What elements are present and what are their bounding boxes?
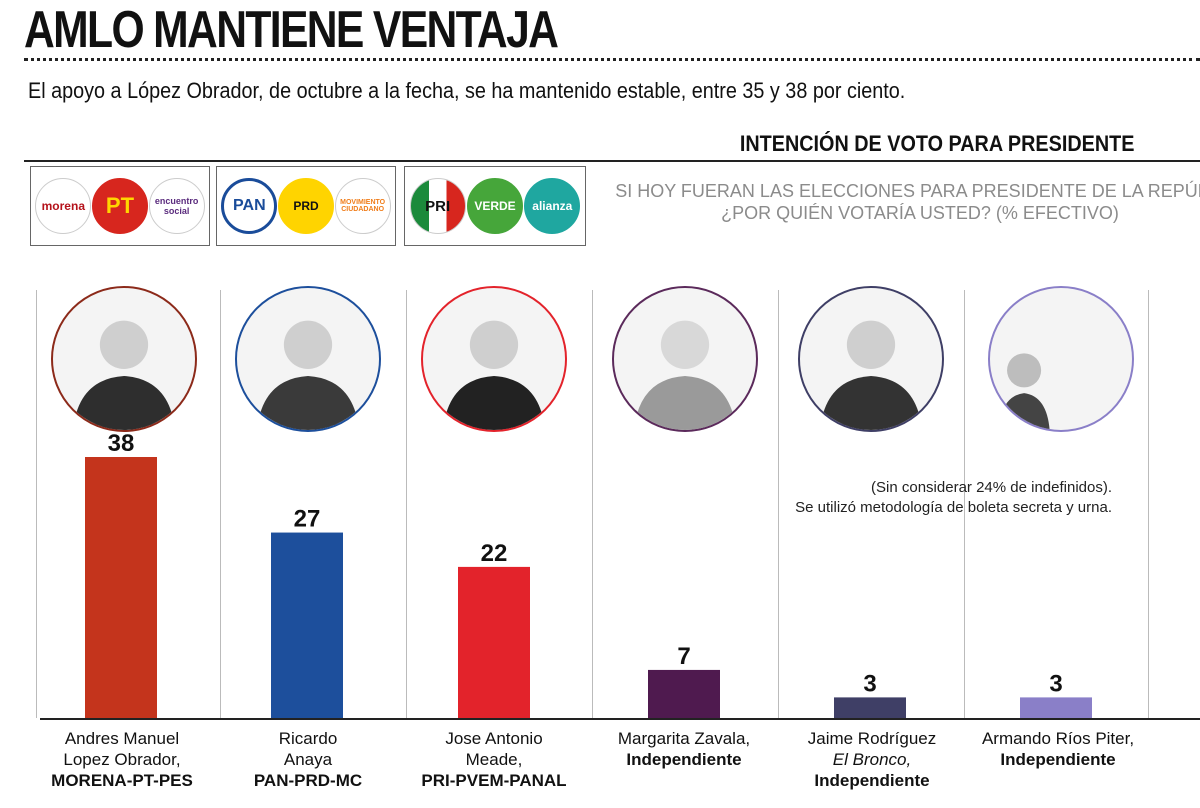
person-icon [72,320,176,430]
bar-meade [458,566,530,718]
person-icon [819,320,923,430]
candidate-name: El Bronco, [832,750,912,769]
subheadline: El apoyo a López Obrador, de octubre a l… [28,78,906,103]
bar-value-label: 38 [108,430,135,457]
bronco-portrait [798,286,944,432]
chart-baseline [40,718,1200,720]
logo-box-morena-pt-pes: morena PT encuentro social [30,166,210,246]
bar-value-label: 22 [481,540,508,567]
candidate-label: Margarita Zavala, Independiente [594,728,774,770]
column-separator [592,290,593,718]
section-title: INTENCIÓN DE VOTO PARA PRESIDENTE [739,131,1134,156]
survey-question: SI HOY FUERAN LAS ELECCIONES PARA PRESID… [600,180,1200,224]
candidate-name: Jaime Rodríguez [807,729,937,748]
candidate-name: Meade, [465,750,523,769]
person-icon [633,320,737,430]
note-line-1: (Sin considerar 24% de indefinidos). [871,479,1112,496]
meade-portrait [421,286,567,432]
bar-amlo [85,457,157,718]
nueva-alianza-logo: alianza [524,178,581,234]
zavala-portrait [612,286,758,432]
candidate-party: Independiente [814,771,930,790]
morena-logo: morena [35,178,92,234]
candidate-name: Margarita Zavala, [617,729,751,748]
person-icon [256,320,360,430]
headline: AMLO MANTIENE VENTAJA [24,1,559,59]
bar-value-label: 27 [294,506,321,533]
bar-zavala [648,669,720,718]
encuentro-social-logo: encuentro social [148,178,205,234]
bar-rios [1020,697,1092,718]
candidate-name: Andres Manuel [64,729,180,748]
rios-piter-portrait [988,286,1134,432]
candidate-label: Andres Manuel Lopez Obrador, MORENA-PT-P… [32,728,212,791]
bar-value-label: 7 [677,643,690,670]
prd-logo: PRD [277,178,334,234]
amlo-portrait [51,286,197,432]
bar-value-label: 3 [1049,670,1062,697]
candidate-name: Lopez Obrador, [63,750,181,769]
methodology-note: (Sin considerar 24% de indefinidos). Se … [795,478,1112,518]
question-line-2: ¿POR QUIÉN VOTARÍA USTED? (% EFECTIVO) [721,203,1119,223]
question-line-1: SI HOY FUERAN LAS ELECCIONES PARA PRESID… [615,181,1200,201]
pri-logo: PRI [409,178,466,234]
candidate-party: PRI-PVEM-PANAL [421,771,567,790]
column-separator [36,290,37,718]
note-line-2: Se utilizó metodología de boleta secreta… [795,499,1112,516]
candidate-label: Jaime Rodríguez El Bronco, Independiente [782,728,962,791]
candidate-party: Independiente [626,750,742,769]
logo-box-pan-prd-mc: PAN PRD MOVIMIENTO CIUDADANO [216,166,396,246]
candidate-label: Jose Antonio Meade, PRI-PVEM-PANAL [404,728,584,791]
column-separator [1148,290,1149,718]
candidate-name: Ricardo [278,729,338,748]
candidate-label: Armando Ríos Piter, Independiente [968,728,1148,770]
pan-logo: PAN [221,178,278,234]
candidate-name: Anaya [283,750,333,769]
pt-logo: PT [91,178,148,234]
bar-anaya [271,532,343,718]
candidate-party: PAN-PRD-MC [253,771,363,790]
candidate-name: Jose Antonio [445,729,543,748]
verde-logo: VERDE [466,178,523,234]
person-icon [442,320,546,430]
movimiento-ciudadano-logo: MOVIMIENTO CIUDADANO [334,178,391,234]
column-separator [406,290,407,718]
section-divider [24,160,1200,162]
title-divider [24,58,1200,61]
bar-bronco [834,697,906,718]
candidate-party: MORENA-PT-PES [51,771,193,790]
anaya-portrait [235,286,381,432]
column-separator [220,290,221,718]
candidate-label: Ricardo Anaya PAN-PRD-MC [218,728,398,791]
logo-box-pri-pvem-panal: PRI VERDE alianza [404,166,586,246]
column-separator [964,290,965,718]
candidate-name: Armando Ríos Piter, [981,729,1135,748]
bar-value-label: 3 [863,670,876,697]
candidate-party: Independiente [1000,750,1116,769]
column-separator [778,290,779,718]
